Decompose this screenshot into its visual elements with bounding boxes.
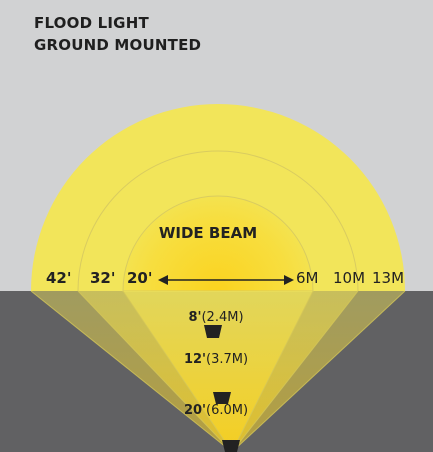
distance-label-far: 20'(6.0M): [0, 403, 432, 418]
fixture-icon: [213, 392, 231, 404]
cone-edge-left-middle: [77, 291, 233, 452]
ring-label-meters-inner: 6M: [296, 269, 319, 287]
ring-label-feet-middle: 32': [90, 269, 116, 287]
ring-label-meters-outer: 13M: [372, 269, 405, 287]
cone-edge-right-outer: [231, 291, 406, 452]
double-arrow-icon: [158, 275, 294, 285]
distance-feet: 12': [183, 352, 207, 367]
distance-meters: (6.0M): [206, 403, 249, 418]
middle-beam-ring: [77, 150, 359, 292]
distance-meters: (3.7M): [206, 352, 249, 367]
title-line-2: GROUND MOUNTED: [34, 36, 202, 54]
distance-meters: (2.4M): [201, 310, 244, 325]
beam-cone-inner: [123, 291, 313, 452]
cone-edge-right-inner: [231, 291, 314, 452]
distance-label-near: 8'(2.4M): [0, 310, 432, 325]
distance-feet: 8': [188, 310, 202, 325]
cone-edge-left-outer: [30, 291, 233, 452]
beam-cones: [30, 291, 406, 452]
ring-label-meters-middle: 10M: [333, 269, 366, 287]
cone-edge-right-middle: [231, 291, 359, 452]
cone-edge-left-inner: [122, 291, 233, 452]
ring-label-feet-inner: 20': [127, 269, 153, 287]
title-line-1: FLOOD LIGHT: [34, 14, 149, 32]
fixture-icon: [222, 440, 240, 452]
distance-feet: 20': [183, 403, 207, 418]
fixture-icon: [204, 325, 222, 338]
ring-label-feet-outer: 42': [46, 269, 72, 287]
beam-type-label: WIDE BEAM: [158, 224, 258, 242]
distance-label-mid: 12'(3.7M): [0, 352, 432, 367]
inner-beam-ring: [122, 195, 314, 292]
